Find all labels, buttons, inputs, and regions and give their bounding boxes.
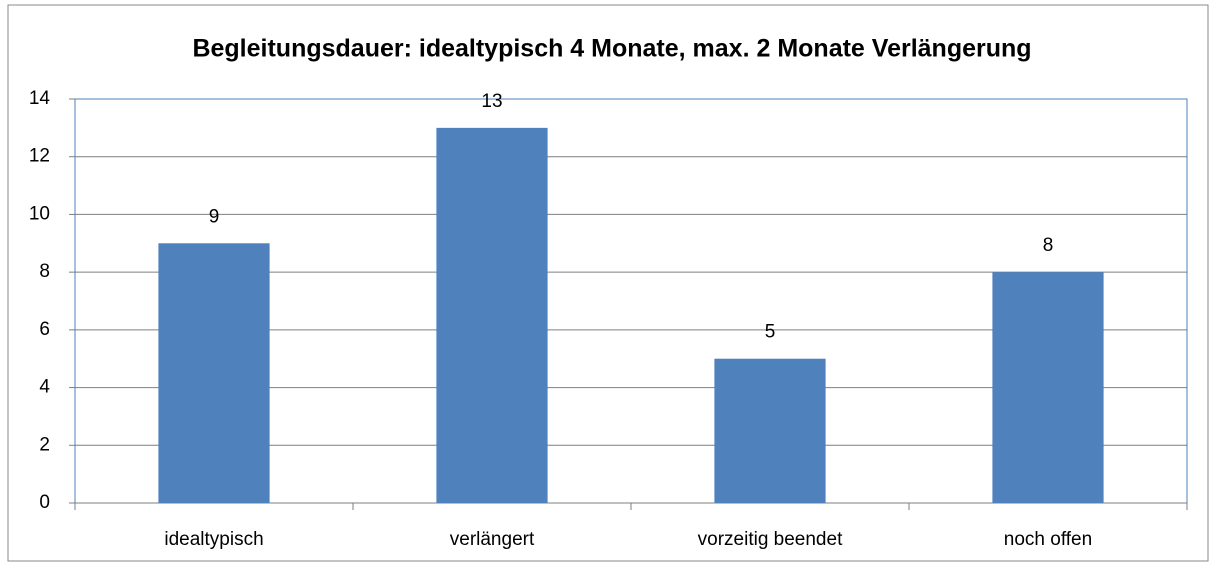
data-label: 5 [765, 322, 776, 343]
x-tick-label: idealtypisch [164, 529, 263, 550]
y-tick-label: 8 [39, 261, 50, 282]
y-tick-label: 0 [39, 492, 50, 513]
x-tick-label: vorzeitig beendet [698, 529, 843, 550]
bar [436, 127, 548, 503]
bar [714, 358, 826, 503]
y-tick-label: 2 [39, 434, 50, 455]
data-label: 8 [1043, 235, 1054, 256]
y-tick-label: 12 [29, 146, 50, 167]
bar [158, 243, 270, 504]
y-tick-label: 4 [39, 377, 50, 398]
data-label: 13 [481, 91, 502, 112]
y-tick-label: 6 [39, 319, 50, 340]
y-tick-label: 10 [29, 203, 50, 224]
x-tick-label: noch offen [1004, 529, 1092, 550]
data-label: 9 [209, 206, 220, 227]
x-tick-label: verlängert [450, 529, 535, 550]
y-tick-label: 14 [29, 88, 51, 109]
bar [992, 272, 1104, 503]
chart-title: Begleitungsdauer: idealtypisch 4 Monate,… [192, 35, 1031, 63]
